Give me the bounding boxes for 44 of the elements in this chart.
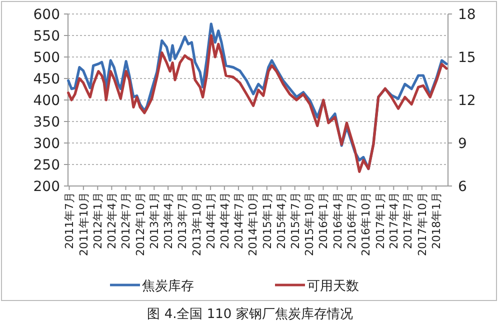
y-tick-label: 600 [33, 7, 60, 23]
x-tick-label: 2016年1月 [317, 192, 330, 249]
x-tick-label: 2014年4月 [218, 192, 232, 249]
x-tick-label: 2013年10月 [190, 192, 204, 256]
y2-tick-label: 9 [458, 136, 467, 152]
x-tick-label: 2017年7月 [402, 192, 415, 249]
y-tick-label: 300 [33, 136, 60, 152]
x-tick-label: 2017年1月 [374, 192, 387, 249]
y-tick-label: 200 [33, 179, 60, 195]
x-tick-label: 2016年4月 [331, 192, 344, 249]
x-tick-label: 2011年7月 [63, 192, 76, 249]
x-tick-label: 2014年10月 [246, 192, 260, 256]
x-tick-label: 2017年10月 [416, 192, 429, 256]
x-tick-label: 2016年7月 [345, 192, 358, 249]
y2-tick-label: 12 [458, 93, 476, 109]
x-tick-label: 2013年4月 [162, 192, 176, 249]
y-tick-label: 550 [33, 28, 60, 44]
x-tick-label: 2018年1月 [430, 192, 444, 249]
x-tick-label: 2017年4月 [388, 192, 401, 249]
y2-tick-label: 6 [458, 179, 467, 195]
x-tick-label: 2016年10月 [360, 192, 373, 256]
legend-label: 焦炭库存 [142, 279, 194, 294]
x-tick-label: 2012年1月 [92, 192, 105, 249]
x-tick-label: 2015年7月 [288, 192, 302, 249]
x-tick-label: 2012年7月 [120, 192, 133, 249]
y2-tick-label: 15 [458, 50, 476, 66]
x-tick-label: 2014年1月 [204, 192, 218, 249]
x-tick-label: 2012年4月 [106, 192, 119, 249]
y-tick-label: 350 [33, 114, 60, 130]
text: 图 4.全国 110 家钢厂焦炭库存情况 [147, 306, 353, 322]
y-tick-label: 500 [33, 50, 60, 66]
legend-label: 可用天数 [307, 279, 359, 294]
x-tick-label: 2013年7月 [176, 192, 190, 249]
y-tick-label: 450 [33, 72, 60, 88]
x-tick-label: 2015年1月 [260, 192, 274, 249]
y-tick-label: 400 [33, 93, 60, 109]
y2-tick-label: 18 [458, 7, 476, 23]
x-tick-label: 2013年1月 [148, 192, 162, 249]
x-tick-label: 2012年10月 [134, 192, 147, 256]
x-tick-label: 2015年4月 [274, 192, 288, 249]
x-tick-label: 2015年10月 [303, 192, 316, 256]
y-tick-label: 250 [33, 158, 60, 174]
x-tick-label: 2011年10月 [77, 192, 90, 256]
x-tick-label: 2014年7月 [232, 192, 246, 249]
